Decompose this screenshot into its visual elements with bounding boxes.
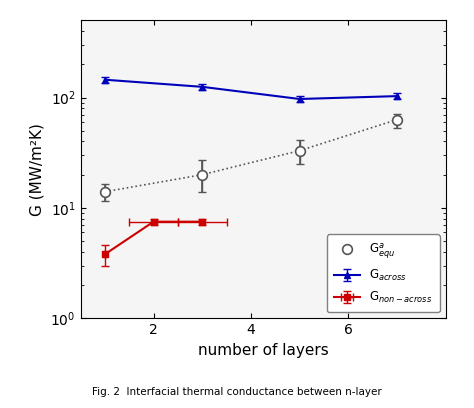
G$^{a}_{equ}$ xyxy=(200,172,205,177)
G$^{a}_{equ}$ xyxy=(102,189,108,194)
Text: Fig. 2  Interfacial thermal conductance between n-layer: Fig. 2 Interfacial thermal conductance b… xyxy=(92,387,382,397)
Y-axis label: G (MW/m²K): G (MW/m²K) xyxy=(30,123,45,216)
G$^{a}_{equ}$ xyxy=(297,148,302,153)
Line: G$^{a}_{equ}$: G$^{a}_{equ}$ xyxy=(100,115,402,197)
G$^{a}_{equ}$ xyxy=(394,117,400,122)
Legend: G$^{a}_{equ}$, G$_{across}$, G$_{non-across}$: G$^{a}_{equ}$, G$_{across}$, G$_{non-acr… xyxy=(327,235,440,313)
X-axis label: number of layers: number of layers xyxy=(198,343,328,358)
